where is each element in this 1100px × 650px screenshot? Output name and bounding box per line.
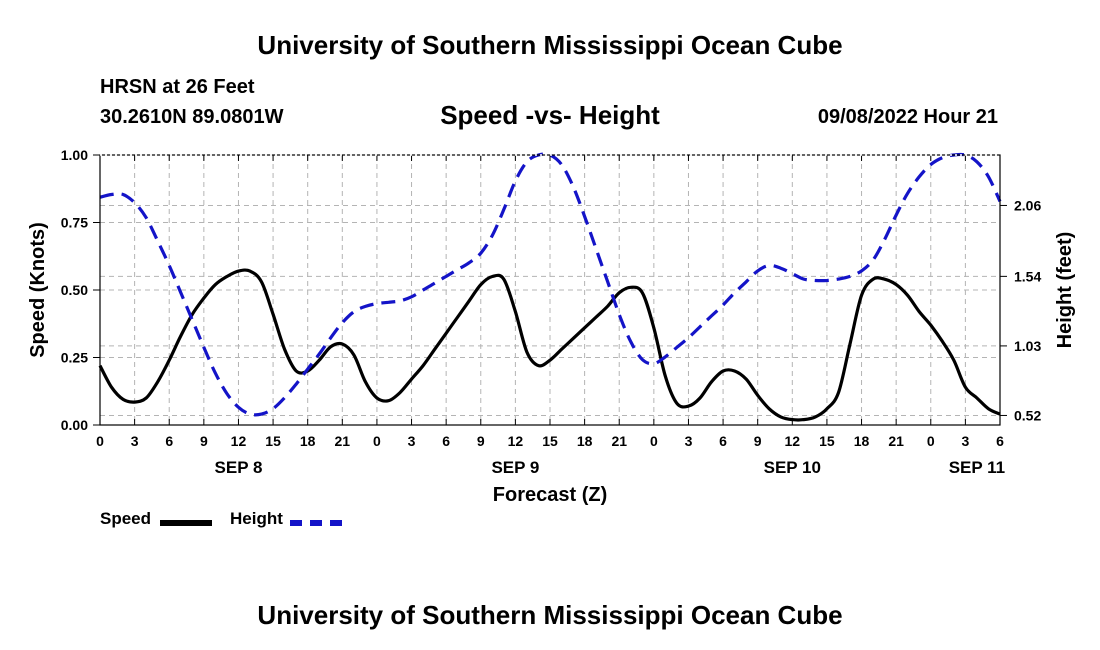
legend-height-swatch <box>290 520 342 526</box>
x-tick-label: 3 <box>408 433 416 449</box>
x-tick-label: 15 <box>542 433 558 449</box>
y-tick-label: 0.00 <box>61 417 88 433</box>
y-tick-label: 1.00 <box>61 147 88 163</box>
x-tick-label: 18 <box>300 433 316 449</box>
x-tick-label: 0 <box>96 433 104 449</box>
forecast-datetime: 09/08/2022 Hour 21 <box>817 106 998 128</box>
x-tick-label: 18 <box>577 433 593 449</box>
x-tick-label: 21 <box>611 433 627 449</box>
x-tick-label: 15 <box>265 433 281 449</box>
x-tick-label: 6 <box>165 433 173 449</box>
x-tick-label: 21 <box>888 433 904 449</box>
day-label: SEP 10 <box>764 458 821 477</box>
chart-subtitle: Speed -vs- Height <box>440 100 660 130</box>
x-tick-label: 3 <box>131 433 139 449</box>
x-tick-label: 15 <box>819 433 835 449</box>
y2-tick-label: 1.54 <box>1014 268 1041 284</box>
x-tick-label: 18 <box>854 433 870 449</box>
y-tick-label: 0.50 <box>61 282 88 298</box>
height-series-line <box>99 152 1002 417</box>
y2-tick-label: 0.52 <box>1014 407 1041 423</box>
day-label: SEP 9 <box>491 458 539 477</box>
x-tick-label: 0 <box>373 433 381 449</box>
x-tick-label: 9 <box>477 433 485 449</box>
x-tick-label: 0 <box>650 433 658 449</box>
station-label: HRSN at 26 Feet <box>100 76 255 98</box>
x-tick-label: 6 <box>996 433 1004 449</box>
footer-title: University of Southern Mississippi Ocean… <box>257 600 843 630</box>
page-title: University of Southern Mississippi Ocean… <box>257 30 843 60</box>
x-tick-label: 21 <box>335 433 351 449</box>
y2-axis-title: Height (feet) <box>1054 232 1076 349</box>
grid-lines <box>100 155 1000 425</box>
legend-speed-swatch <box>160 520 212 526</box>
x-tick-label: 12 <box>508 433 524 449</box>
x-tick-label: 3 <box>685 433 693 449</box>
legend-height-label: Height <box>230 509 283 528</box>
y-tick-label: 0.75 <box>61 215 88 231</box>
x-tick-label: 9 <box>754 433 762 449</box>
x-tick-label: 6 <box>442 433 450 449</box>
legend-speed-label: Speed <box>100 509 152 528</box>
axis-ticks: 0 3 6 9 12 15 18 21 0 3 6 9 12 15 18 21 0 3 6 9 12 15 18 21 0 3 60… <box>61 147 1042 477</box>
speed-series-line <box>98 268 1001 422</box>
x-tick-label: 12 <box>231 433 247 449</box>
x-axis-title: Forecast (Z) <box>493 484 607 506</box>
y2-tick-label: 2.06 <box>1014 197 1041 213</box>
x-tick-label: 3 <box>961 433 969 449</box>
x-tick-label: 0 <box>927 433 935 449</box>
y-tick-label: 0.25 <box>61 350 88 366</box>
x-tick-label: 12 <box>785 433 801 449</box>
series-lines <box>98 152 1002 422</box>
day-label: SEP 8 <box>215 458 263 477</box>
day-label: SEP 11 <box>949 458 1005 477</box>
y-axis-title: Speed (Knots) <box>27 222 49 358</box>
coordinates-label: 30.2610N 89.0801W <box>100 106 284 128</box>
x-tick-label: 9 <box>200 433 208 449</box>
y2-tick-label: 1.03 <box>1014 338 1041 354</box>
x-tick-label: 6 <box>719 433 727 449</box>
